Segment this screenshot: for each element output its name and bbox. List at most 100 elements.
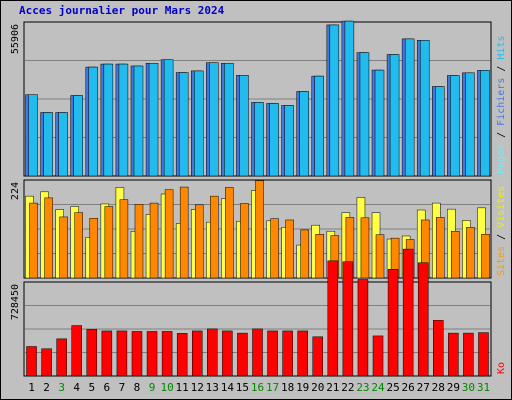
bar-hits-day-17 (269, 103, 279, 177)
bar-hits-day-8 (133, 65, 144, 177)
legend-sites: Sites (496, 246, 507, 276)
bar-hits-day-3 (58, 112, 68, 177)
bar-ko-day-2 (41, 348, 52, 377)
bar-ko-day-5 (86, 329, 98, 377)
bar-sites-day-19 (300, 229, 309, 279)
bar-hits-day-19 (299, 91, 309, 177)
x-tick-label-19: 19 (296, 381, 309, 394)
bar-ko-day-14 (222, 330, 233, 377)
x-tick-label-20: 20 (311, 381, 324, 394)
bar-hits-day-28 (435, 86, 445, 177)
bar-ko-day-17 (267, 330, 278, 377)
y-max-label: 55906 (10, 24, 21, 54)
bar-sites-day-16 (255, 180, 264, 279)
x-tick-label-9: 9 (149, 381, 156, 394)
bar-sites-day-30 (466, 227, 475, 279)
legend-separator: / (496, 60, 507, 78)
bar-sites-day-29 (451, 230, 460, 279)
bar-ko-day-9 (146, 331, 158, 377)
y-max-label: 224 (10, 182, 21, 200)
bar-sites-day-28 (436, 217, 445, 279)
x-tick-label-14: 14 (221, 381, 235, 394)
bar-hits-day-9 (148, 62, 159, 177)
panel-ko: 728450 Ko (10, 248, 507, 377)
bar-hits-day-10 (163, 59, 174, 177)
x-tick-label-22: 22 (341, 381, 354, 394)
x-tick-label-17: 17 (266, 381, 279, 394)
bar-hits-day-22 (344, 20, 355, 177)
x-tick-label-31: 31 (477, 381, 490, 394)
bar-ko-day-23 (357, 279, 369, 377)
x-tick-label-30: 30 (462, 381, 475, 394)
x-tick-label-11: 11 (176, 381, 189, 394)
bar-ko-day-15 (237, 332, 248, 377)
bar-hits-day-31 (480, 70, 490, 177)
chart-title: Acces journalier pour Mars 2024 (19, 4, 225, 17)
bar-sites-day-4 (74, 212, 83, 279)
bar-hits-day-11 (178, 72, 189, 177)
bar-ko-day-31 (478, 332, 489, 377)
bar-ko-day-10 (161, 331, 173, 377)
bar-ko-day-24 (372, 335, 384, 377)
x-tick-label-3: 3 (58, 381, 65, 394)
legend-visites: Visites (496, 186, 507, 228)
bar-ko-day-19 (297, 330, 308, 377)
bar-hits-day-4 (73, 95, 83, 177)
bar-hits-day-5 (88, 66, 99, 177)
bar-hits-day-24 (374, 69, 385, 177)
bar-sites-day-5 (89, 217, 99, 279)
x-tick-label-29: 29 (447, 381, 460, 394)
bar-sites-day-15 (240, 203, 249, 279)
bar-ko-day-6 (101, 330, 113, 377)
bar-ko-day-26 (402, 248, 414, 377)
bar-hits-day-20 (314, 75, 325, 177)
bar-hits-day-18 (284, 105, 294, 177)
bar-ko-day-7 (116, 330, 128, 377)
bar-hits-day-29 (450, 75, 460, 177)
bar-sites-day-23 (360, 217, 370, 279)
chart-panels: 55906 Pages / Fichiers / Hits 224 Sites / V… (10, 20, 507, 377)
bar-sites-day-8 (134, 204, 144, 279)
x-tick-label-4: 4 (73, 381, 80, 394)
x-tick-label-5: 5 (88, 381, 95, 394)
bar-hits-day-1 (28, 94, 38, 177)
x-tick-label-15: 15 (236, 381, 249, 394)
panel-legend: Ko (496, 362, 507, 374)
bar-ko-day-28 (433, 320, 444, 377)
bar-ko-day-12 (191, 330, 203, 377)
bar-sites-day-18 (285, 219, 294, 279)
bar-sites-day-2 (44, 197, 53, 279)
bar-hits-day-2 (43, 112, 53, 177)
bar-hits-day-26 (404, 38, 415, 177)
bar-ko-day-13 (207, 328, 218, 377)
legend-fichiers: Fichiers (496, 78, 507, 126)
x-tick-label-16: 16 (251, 381, 264, 394)
bar-hits-day-25 (389, 54, 400, 177)
bar-ko-day-22 (342, 261, 354, 377)
x-tick-label-21: 21 (326, 381, 339, 394)
bar-hits-day-14 (224, 62, 234, 177)
legend-hits: Hits (496, 36, 507, 60)
x-tick-label-27: 27 (417, 381, 430, 394)
bar-hits-day-15 (239, 75, 249, 177)
bar-sites-day-3 (59, 216, 68, 279)
legend-separator: / (496, 228, 507, 246)
x-tick-label-7: 7 (119, 381, 126, 394)
bar-ko-day-30 (463, 332, 474, 377)
bar-hits-day-16 (254, 102, 264, 177)
x-tick-label-23: 23 (356, 381, 369, 394)
panel-pages_fichiers_hits: 55906 Pages / Fichiers / Hits (10, 20, 507, 177)
bar-hits-day-6 (103, 63, 114, 177)
bar-ko-day-20 (312, 336, 324, 377)
bar-ko-day-25 (387, 269, 399, 377)
bar-sites-day-6 (104, 206, 114, 279)
legend-pages: Pages (496, 144, 507, 174)
bar-hits-day-12 (193, 70, 204, 177)
bar-ko-day-18 (282, 330, 293, 377)
x-tick-label-24: 24 (371, 381, 385, 394)
bar-hits-day-30 (465, 72, 475, 177)
x-tick-label-10: 10 (160, 381, 173, 394)
bar-sites-day-7 (119, 199, 129, 279)
x-tick-label-2: 2 (43, 381, 50, 394)
legend-separator: / (496, 126, 507, 144)
